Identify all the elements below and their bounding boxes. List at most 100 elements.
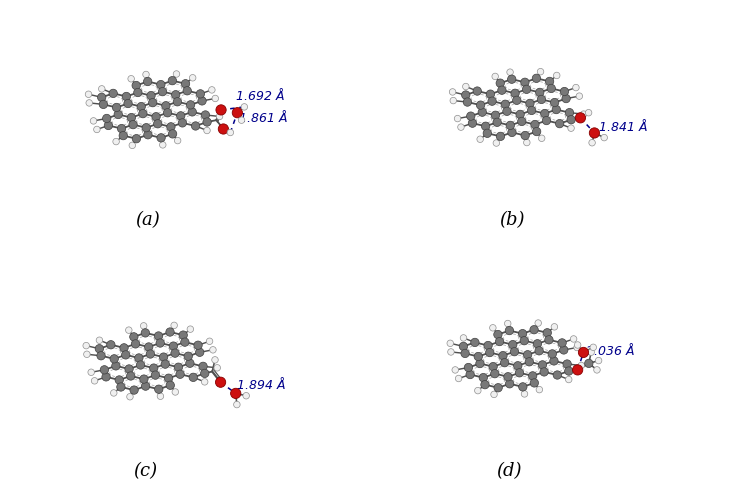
Circle shape [550,357,558,365]
Circle shape [463,98,472,106]
Circle shape [127,114,136,122]
Circle shape [476,359,484,368]
Circle shape [525,358,534,366]
Circle shape [511,89,520,97]
Circle shape [464,363,472,371]
Circle shape [518,329,527,338]
Circle shape [513,96,521,105]
Circle shape [157,134,165,142]
Circle shape [176,370,184,378]
Circle shape [455,375,462,382]
Circle shape [95,344,103,353]
Circle shape [538,361,547,369]
Circle shape [461,334,466,341]
Circle shape [187,326,193,332]
Circle shape [593,367,600,373]
Text: (d): (d) [497,462,522,480]
Circle shape [187,101,195,109]
Circle shape [493,118,501,126]
Circle shape [139,375,148,383]
Circle shape [96,337,103,343]
Circle shape [189,373,198,381]
Circle shape [151,371,159,379]
Circle shape [450,97,457,104]
Circle shape [191,122,200,130]
Circle shape [234,401,240,408]
Circle shape [579,347,589,358]
Circle shape [190,75,196,81]
Circle shape [466,370,475,379]
Text: 1.894 Å: 1.894 Å [237,379,286,392]
Circle shape [140,323,147,329]
Circle shape [122,351,130,359]
Circle shape [109,89,117,98]
Circle shape [528,371,537,380]
Circle shape [88,369,94,375]
Circle shape [449,88,456,95]
Circle shape [152,113,160,121]
Circle shape [168,130,177,138]
Circle shape [458,124,464,130]
Circle shape [178,119,187,127]
Circle shape [521,131,529,140]
Circle shape [530,326,538,334]
Circle shape [156,339,165,347]
Circle shape [560,87,568,96]
Circle shape [171,90,180,99]
Circle shape [553,371,562,379]
Circle shape [230,388,241,399]
Circle shape [589,128,599,138]
Circle shape [132,82,140,90]
Circle shape [514,362,522,370]
Circle shape [159,87,167,96]
Circle shape [556,120,564,128]
Circle shape [539,135,545,141]
Circle shape [227,129,234,136]
Text: (a): (a) [135,211,160,229]
Circle shape [584,359,593,368]
Circle shape [489,325,496,331]
Circle shape [130,332,138,341]
Circle shape [463,83,469,90]
Circle shape [117,124,125,133]
Circle shape [567,116,576,124]
Circle shape [159,142,166,148]
Circle shape [525,99,534,108]
Circle shape [119,131,128,140]
Circle shape [196,348,204,357]
Circle shape [104,122,113,130]
Circle shape [86,91,92,97]
Circle shape [148,98,157,107]
Circle shape [154,120,162,128]
Circle shape [554,72,560,79]
Circle shape [573,365,583,375]
Circle shape [536,386,542,393]
Circle shape [506,327,514,335]
Circle shape [159,353,168,361]
Circle shape [473,87,481,95]
Circle shape [147,91,155,100]
Circle shape [492,111,500,120]
Circle shape [186,359,194,368]
Circle shape [212,357,218,363]
Circle shape [86,100,92,106]
Circle shape [194,341,202,349]
Circle shape [157,393,164,400]
Circle shape [543,329,551,337]
Circle shape [179,331,187,339]
Circle shape [173,98,182,106]
Circle shape [207,338,213,344]
Circle shape [508,340,517,349]
Circle shape [142,71,149,78]
Circle shape [120,344,128,352]
Circle shape [154,332,162,340]
Circle shape [154,385,163,393]
Circle shape [139,110,147,118]
Circle shape [499,351,507,360]
Circle shape [215,377,226,387]
Circle shape [496,132,505,141]
Circle shape [481,122,490,130]
Circle shape [480,380,489,389]
Circle shape [548,350,556,358]
Circle shape [166,328,174,336]
